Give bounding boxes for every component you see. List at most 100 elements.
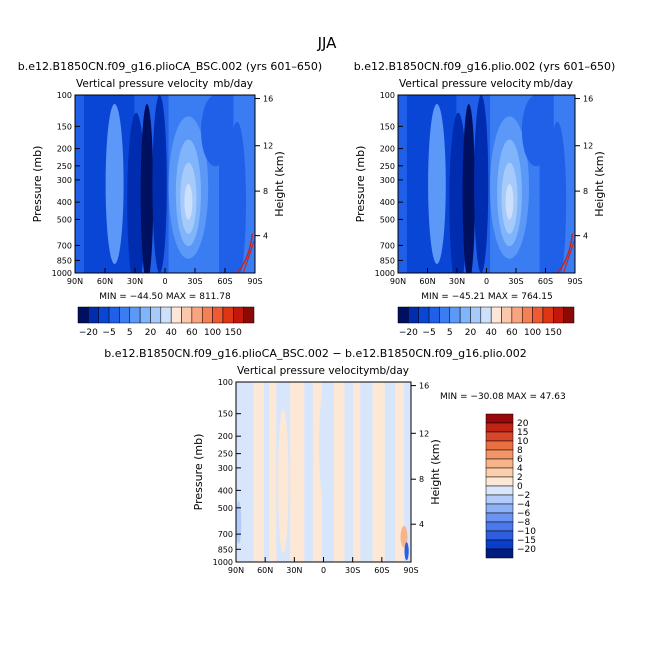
colorbar-swatch — [459, 306, 471, 324]
diff-blob — [278, 409, 289, 553]
y-tick-label: 850 — [218, 545, 233, 554]
colorbar-label: −20 — [399, 328, 418, 338]
colorbar-swatch — [408, 306, 419, 324]
colorbar-swatch — [511, 306, 523, 324]
y-tick-label: 500 — [57, 215, 72, 224]
field-blob — [521, 95, 551, 167]
colorbar-swatch — [480, 306, 492, 324]
field-blob — [152, 95, 167, 273]
colorbar-label: −15 — [517, 536, 536, 546]
colorbar-label: 4 — [517, 464, 523, 474]
colorbar-label: 40 — [485, 328, 497, 338]
y2-axis-label: Height (km) — [429, 439, 442, 505]
x-tick-label: 60N — [97, 277, 113, 286]
colorbar-swatch — [485, 422, 514, 433]
colorbar-swatch — [119, 306, 131, 324]
y2-axis-label: Height (km) — [593, 151, 606, 217]
y-tick-label: 250 — [57, 162, 72, 171]
contour-line — [562, 240, 575, 273]
x-tick-label: 30N — [127, 277, 143, 286]
colorbar-swatch — [485, 521, 514, 532]
panel-subtitle: Vertical pressure velocity — [399, 78, 531, 90]
x-tick-label: 60N — [419, 277, 435, 286]
y-axis-label: Pressure (mb) — [31, 146, 44, 223]
contour-line — [236, 233, 253, 273]
y-tick-label: 1000 — [375, 269, 395, 278]
y2-tick-label: 12 — [263, 142, 273, 151]
panel-plioca-bsc: b.e12.B1850CN.f09_g16.plioCA_BSC.002 (yr… — [18, 60, 322, 338]
colorbar-swatch — [485, 458, 514, 469]
field-blob — [449, 112, 468, 273]
colorbar-swatch — [150, 306, 162, 324]
colorbar-label: −5 — [422, 328, 435, 338]
panel-difference: b.e12.B1850CN.f09_g16.plioCA_BSC.002 − b… — [104, 347, 565, 575]
colorbar-swatch — [108, 306, 120, 324]
y-tick-label: 300 — [380, 176, 395, 185]
x-tick-label: 0 — [484, 277, 489, 286]
colorbar-swatch — [233, 306, 244, 324]
colorbar-label: 100 — [524, 328, 541, 338]
colorbar-label: −5 — [102, 328, 115, 338]
colorbar-swatch — [485, 548, 514, 559]
y2-tick-label: 12 — [419, 429, 429, 438]
panel-stats: MIN = −30.08 MAX = 47.63 — [440, 392, 566, 402]
field-blob — [85, 103, 108, 273]
y-tick-label: 400 — [380, 198, 395, 207]
y2-tick-label: 8 — [263, 187, 268, 196]
field-blob — [228, 121, 246, 273]
colorbar-label: −10 — [517, 527, 536, 537]
colorbar-swatch — [201, 306, 213, 324]
colorbar-label: 10 — [517, 437, 529, 447]
y-tick-label: 1000 — [213, 558, 233, 567]
y2-tick-label: 8 — [583, 187, 588, 196]
y-tick-label: 300 — [218, 464, 233, 473]
colorbar-swatch — [181, 306, 193, 324]
colorbar-swatch — [88, 306, 99, 324]
x-tick-label: 60S — [217, 277, 232, 286]
x-tick-label: 30S — [187, 277, 202, 286]
field-blob — [505, 184, 514, 220]
x-tick-label: 90N — [390, 277, 406, 286]
diff-blob — [404, 542, 409, 561]
field-blob — [428, 103, 446, 265]
colorbar-label: 150 — [545, 328, 562, 338]
diff-band-positive — [334, 382, 345, 562]
colorbar-label: −20 — [517, 545, 536, 555]
y2-tick-label: 16 — [263, 95, 273, 104]
colorbar-label: −20 — [79, 328, 98, 338]
panel-units: mb/day — [213, 78, 253, 90]
colorbar-swatch — [485, 485, 514, 496]
y-axis-label: Pressure (mb) — [192, 434, 205, 511]
y-tick-label: 200 — [380, 145, 395, 154]
diff-blob — [236, 500, 242, 544]
panel-stats: MIN = −44.50 MAX = 811.78 — [99, 292, 231, 302]
colorbar-swatch — [243, 306, 255, 324]
contour-line — [242, 240, 255, 273]
colorbar-label: 60 — [506, 328, 518, 338]
panel-subtitle: Vertical pressure velocity — [76, 78, 208, 90]
colorbar-swatch — [160, 306, 172, 324]
y-tick-label: 700 — [380, 241, 395, 250]
colorbar-swatch — [191, 306, 203, 324]
x-tick-label: 60S — [538, 277, 553, 286]
colorbar-swatch — [521, 306, 533, 324]
y-tick-label: 1000 — [52, 269, 72, 278]
panel-units: mb/day — [533, 78, 573, 90]
colorbar-swatch — [485, 431, 514, 442]
field-blob — [548, 121, 567, 273]
field-blob — [408, 103, 430, 273]
colorbar-swatch — [439, 306, 451, 324]
colorbar-label: 20 — [517, 419, 529, 429]
colorbar-swatch — [397, 306, 409, 324]
y-axis-label: Pressure (mb) — [354, 146, 367, 223]
y-tick-label: 850 — [380, 256, 395, 265]
colorbar-label: 8 — [517, 446, 523, 456]
x-tick-label: 90S — [403, 566, 418, 575]
field — [75, 95, 255, 273]
colorbar-label: 60 — [186, 328, 198, 338]
panel-plio: b.e12.B1850CN.f09_g16.plio.002 (yrs 601–… — [354, 60, 616, 338]
diff-band-positive — [290, 382, 305, 562]
field-blob — [474, 95, 489, 273]
y-tick-label: 200 — [57, 145, 72, 154]
x-tick-label: 30N — [449, 277, 465, 286]
